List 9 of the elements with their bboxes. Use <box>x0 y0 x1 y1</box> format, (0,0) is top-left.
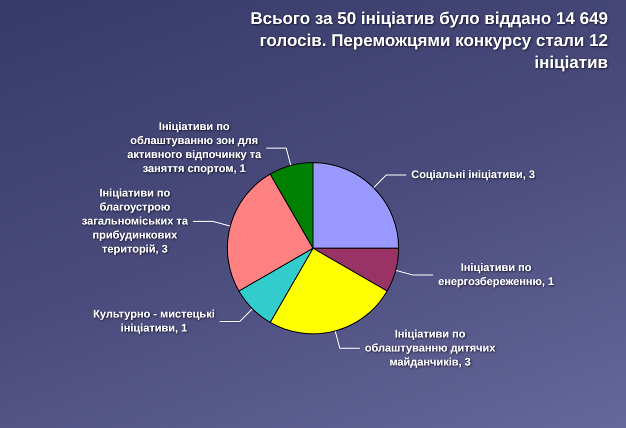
data-label: , 3 <box>522 168 535 181</box>
data-label: , 1 <box>175 322 188 334</box>
data-label: , 1 <box>233 163 246 176</box>
data-label: , 1 <box>542 276 554 288</box>
slice-label: Соціальні ініціативи <box>411 168 523 181</box>
slice-label: Ініціативи по енергозбереженню <box>438 262 542 288</box>
chart-title: Всього за 50 ініціатив було віддано 14 649 голосів. Переможцями конкурсу стали 12 ініціатив <box>249 8 608 74</box>
data-label: , 3 <box>458 356 471 368</box>
data-label: , 3 <box>155 243 168 256</box>
